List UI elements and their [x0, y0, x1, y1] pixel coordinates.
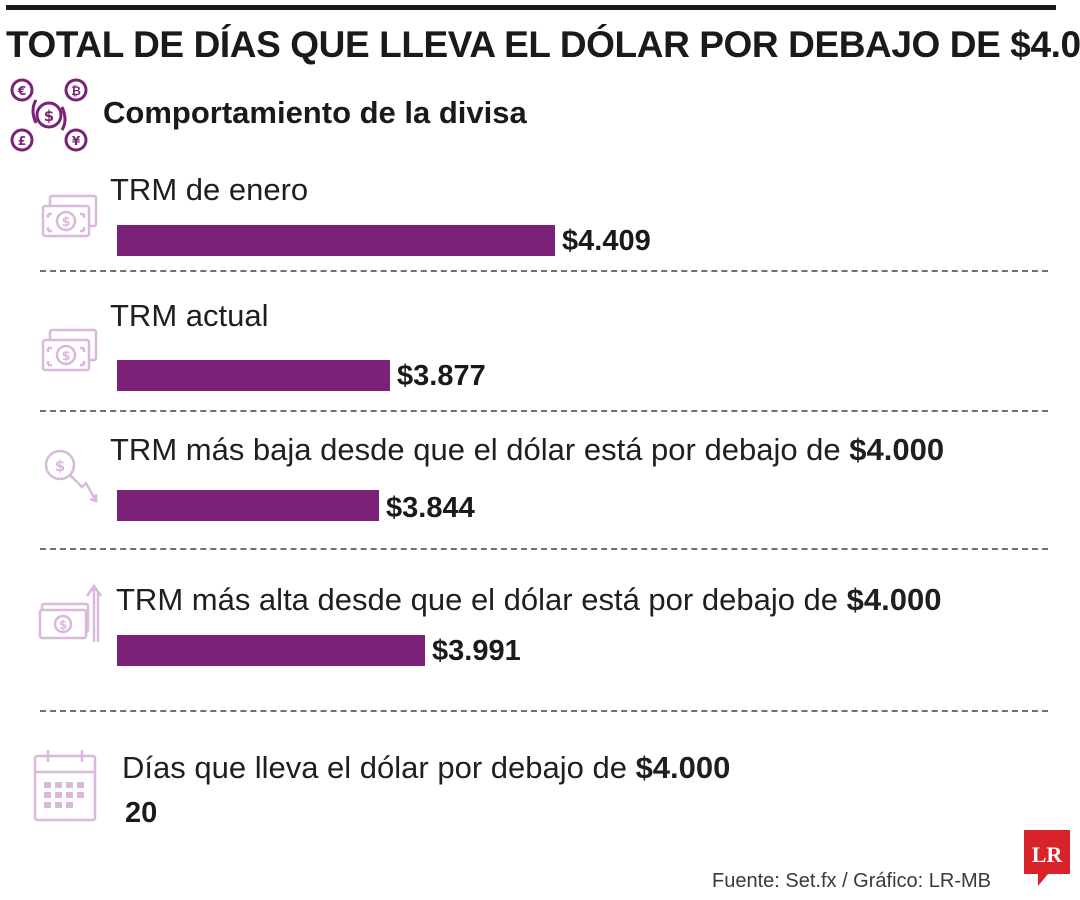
bar-2 — [117, 490, 379, 521]
money-up-arrow-icon: $ — [38, 583, 103, 642]
lr-logo-icon: LR — [1024, 830, 1070, 886]
bar-value-1: $3.877 — [397, 360, 486, 392]
row-label-0: TRM de enero — [110, 172, 309, 207]
svg-text:$: $ — [61, 349, 70, 364]
svg-text:$: $ — [44, 107, 54, 125]
coin-down-arrow-icon: $ — [44, 449, 98, 503]
divider — [40, 270, 1048, 272]
svg-text:$: $ — [61, 215, 70, 230]
svg-text:£: £ — [18, 134, 26, 148]
money-bill-icon: $ — [41, 194, 98, 238]
divider — [40, 710, 1048, 712]
calendar-icon — [33, 750, 97, 822]
svg-text:€: € — [17, 84, 26, 98]
chart-subtitle: Comportamiento de la divisa — [103, 95, 527, 130]
divider — [40, 410, 1048, 412]
svg-text:$: $ — [55, 457, 65, 475]
svg-text:$: $ — [59, 618, 67, 632]
source-credit: Fuente: Set.fx / Gráfico: LR-MB — [712, 870, 991, 892]
svg-text:¥: ¥ — [72, 134, 81, 148]
svg-text:₿: ₿ — [71, 84, 81, 98]
row-label-1: TRM actual — [110, 298, 269, 333]
row-label-2: TRM más baja desde que el dólar está por… — [110, 432, 945, 467]
bar-1 — [117, 360, 390, 391]
bar-value-2: $3.844 — [386, 492, 475, 524]
chart-title: TOTAL DE DÍAS QUE LLEVA EL DÓLAR POR DEB… — [6, 24, 1080, 65]
money-bill-icon: $ — [41, 328, 98, 372]
currency-exchange-icon: € ₿ £ ¥ $ — [10, 78, 88, 152]
svg-text:LR: LR — [1032, 842, 1064, 867]
bar-3 — [117, 635, 425, 666]
divider — [40, 548, 1048, 550]
bar-0 — [117, 225, 555, 256]
days-label: Días que lleva el dólar por debajo de $4… — [122, 750, 731, 785]
row-label-3: TRM más alta desde que el dólar está por… — [116, 582, 942, 617]
bar-value-3: $3.991 — [432, 635, 521, 667]
days-value: 20 — [125, 797, 158, 829]
bar-value-0: $4.409 — [562, 225, 651, 257]
top-rule — [6, 5, 1056, 10]
